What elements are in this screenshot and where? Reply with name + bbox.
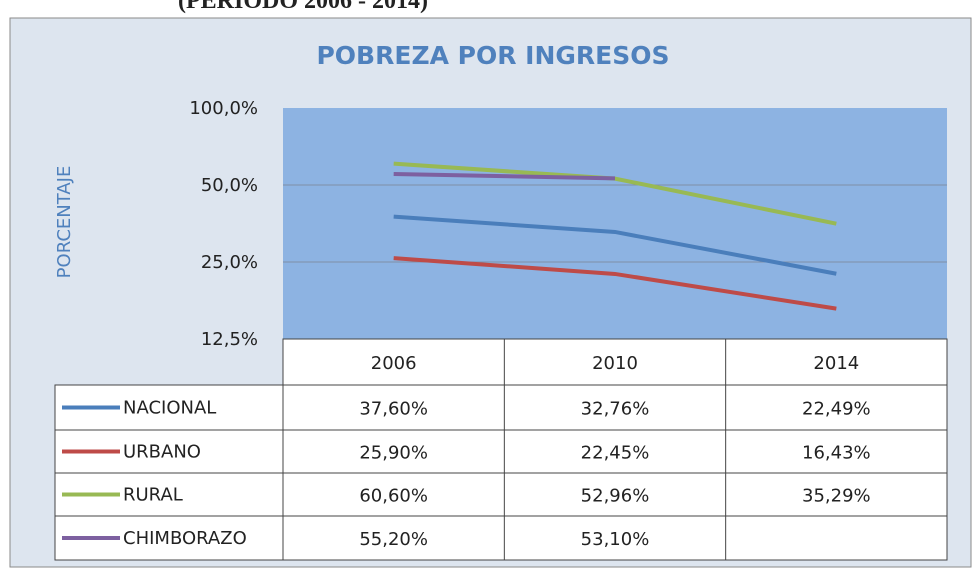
table-value: 55,20%	[359, 529, 428, 550]
legend-label: CHIMBORAZO	[123, 528, 247, 549]
plot-area	[283, 108, 947, 339]
series-line	[393, 214, 837, 276]
table-value: 16,43%	[802, 443, 871, 464]
table-value: 35,29%	[802, 486, 871, 507]
series-line	[393, 172, 616, 181]
x-tick-label: 2006	[371, 353, 417, 374]
table-value: 52,96%	[581, 486, 650, 507]
y-tick-label: 25,0%	[201, 252, 258, 273]
chart-title: POBREZA POR INGRESOS	[316, 41, 669, 70]
table-value: 53,10%	[581, 529, 650, 550]
y-axis-label: PORCENTAJE	[54, 166, 75, 279]
table-value: 37,60%	[359, 399, 428, 420]
table-value: 60,60%	[359, 486, 428, 507]
table-value: 22,45%	[581, 443, 650, 464]
legend-label: NACIONAL	[123, 398, 216, 419]
table-value: 25,90%	[359, 443, 428, 464]
y-tick-label: 12,5%	[201, 329, 258, 350]
subtitle: (PERÍODO 2006 - 2014)	[178, 0, 428, 14]
legend-label: URBANO	[123, 442, 201, 463]
table-value: 32,76%	[581, 399, 650, 420]
table-value: 22,49%	[802, 399, 871, 420]
x-tick-label: 2010	[592, 353, 638, 374]
data-table	[282, 338, 948, 386]
y-tick-label: 100,0%	[189, 98, 258, 119]
series-line	[393, 256, 837, 311]
x-tick-label: 2014	[813, 353, 859, 374]
y-tick-label: 50,0%	[201, 175, 258, 196]
legend-label: RURAL	[123, 485, 183, 506]
series-line	[393, 161, 837, 226]
